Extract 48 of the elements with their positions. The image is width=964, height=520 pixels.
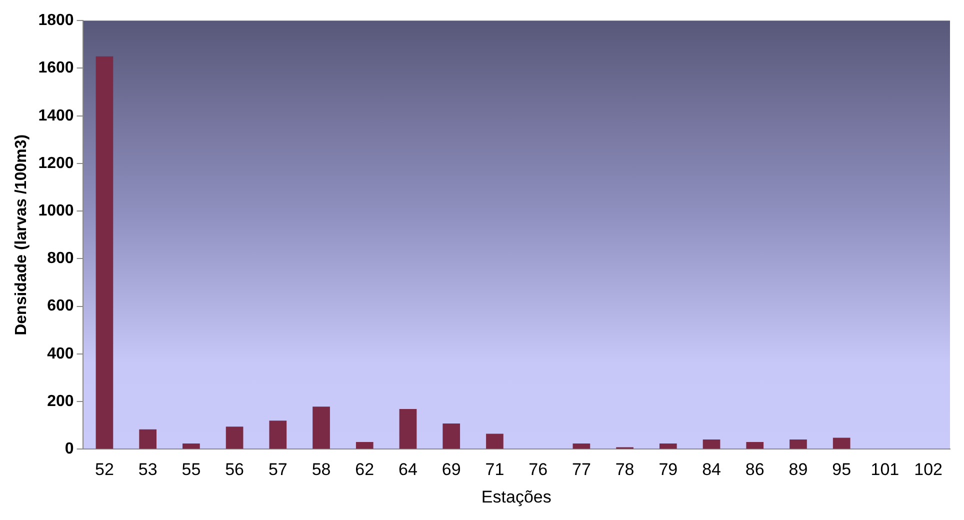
bar <box>572 443 590 449</box>
x-tick-label: 79 <box>658 460 678 480</box>
bar <box>312 406 330 449</box>
bar <box>486 434 504 449</box>
y-tick-label: 1800 <box>38 12 74 30</box>
x-tick-label: 69 <box>442 460 461 480</box>
x-tick-label: 101 <box>870 460 900 480</box>
bar <box>746 442 764 449</box>
bar <box>702 439 720 449</box>
x-axis-title: Estações <box>481 487 552 506</box>
y-tick-label: 400 <box>47 345 74 362</box>
x-tick-label: 64 <box>398 460 418 480</box>
y-axis-title: Densidade (larvas /100m3) <box>13 134 30 336</box>
bar <box>442 423 460 449</box>
x-tick-label: 57 <box>268 460 288 480</box>
x-tick-label: 58 <box>312 460 331 480</box>
bar <box>790 439 807 449</box>
bar <box>226 426 244 449</box>
x-tick-label: 76 <box>528 460 548 480</box>
x-tick-label: 89 <box>788 460 808 480</box>
x-tick-label: 102 <box>914 460 943 480</box>
y-tick-label: 1000 <box>38 202 74 220</box>
bar <box>96 56 114 449</box>
y-tick-label: 200 <box>47 392 74 410</box>
bar <box>832 438 850 449</box>
x-tick-label: 55 <box>182 460 201 480</box>
bar <box>139 429 157 449</box>
x-tick-label: 62 <box>355 460 374 480</box>
x-tick-label: 95 <box>832 460 852 480</box>
x-tick-label: 77 <box>572 460 591 480</box>
x-tick-label: 86 <box>745 460 764 480</box>
x-tick-label: 84 <box>702 460 721 480</box>
y-tick-label: 1200 <box>38 154 74 172</box>
y-tick-label: 800 <box>47 250 74 268</box>
x-tick-label: 71 <box>485 460 504 480</box>
bar <box>659 443 677 449</box>
y-tick-label: 1600 <box>38 60 74 77</box>
bar <box>182 443 200 449</box>
x-tick-label: 52 <box>95 460 114 480</box>
x-tick-label: 53 <box>138 460 158 480</box>
y-tick-label: 600 <box>47 298 74 315</box>
bar <box>269 420 287 449</box>
bar <box>399 408 417 449</box>
x-tick-label: 56 <box>225 460 244 480</box>
y-tick-label: 1400 <box>38 107 74 124</box>
bar <box>356 442 374 449</box>
x-tick-label: 78 <box>615 460 634 480</box>
y-tick-label: 0 <box>64 440 74 458</box>
